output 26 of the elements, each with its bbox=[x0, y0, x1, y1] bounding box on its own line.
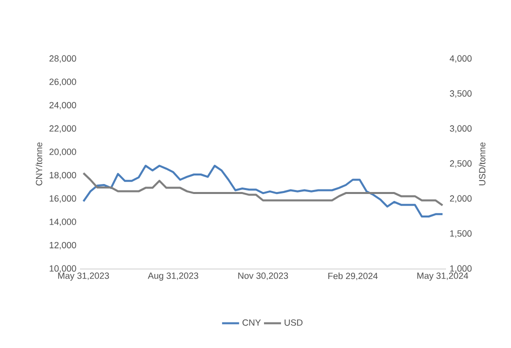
y-axis-title: CNY/tonne bbox=[36, 142, 42, 186]
x-tick-label: Aug 31,2023 bbox=[148, 272, 198, 281]
y2-tick-label: 2,000 bbox=[450, 195, 472, 203]
x-tick-label: Feb 29,2024 bbox=[328, 272, 378, 280]
y-tick-label: 10,000 bbox=[50, 265, 76, 273]
legend-label: CNY bbox=[242, 319, 261, 326]
x-tick-label: May 31,2024 bbox=[417, 272, 468, 281]
y2-tick-label: 4,000 bbox=[450, 55, 472, 63]
y2-tick-label: 1,000 bbox=[450, 265, 472, 273]
y2-tick-label: 3,500 bbox=[450, 90, 472, 98]
y-tick-label: 28,000 bbox=[50, 55, 76, 63]
y2-tick-label: 1,500 bbox=[450, 230, 472, 238]
y-tick-label: 14,000 bbox=[50, 218, 76, 226]
y-tick-label: 12,000 bbox=[50, 242, 76, 250]
y2-tick-label: 2,500 bbox=[450, 160, 472, 168]
x-tick-label: Nov 30,2023 bbox=[238, 272, 288, 280]
y-tick-label: 18,000 bbox=[50, 172, 76, 180]
y2-axis-title: USD/tonne bbox=[478, 142, 486, 186]
y-tick-label: 16,000 bbox=[50, 195, 76, 203]
x-tick-label: May 31,2023 bbox=[58, 272, 109, 281]
y-tick-label: 24,000 bbox=[50, 102, 76, 110]
y-tick-label: 26,000 bbox=[50, 78, 76, 86]
y-tick-label: 20,000 bbox=[50, 148, 76, 156]
legend-label: USD bbox=[284, 319, 302, 326]
y2-tick-label: 3,000 bbox=[450, 125, 472, 133]
y-tick-label: 22,000 bbox=[50, 125, 76, 133]
